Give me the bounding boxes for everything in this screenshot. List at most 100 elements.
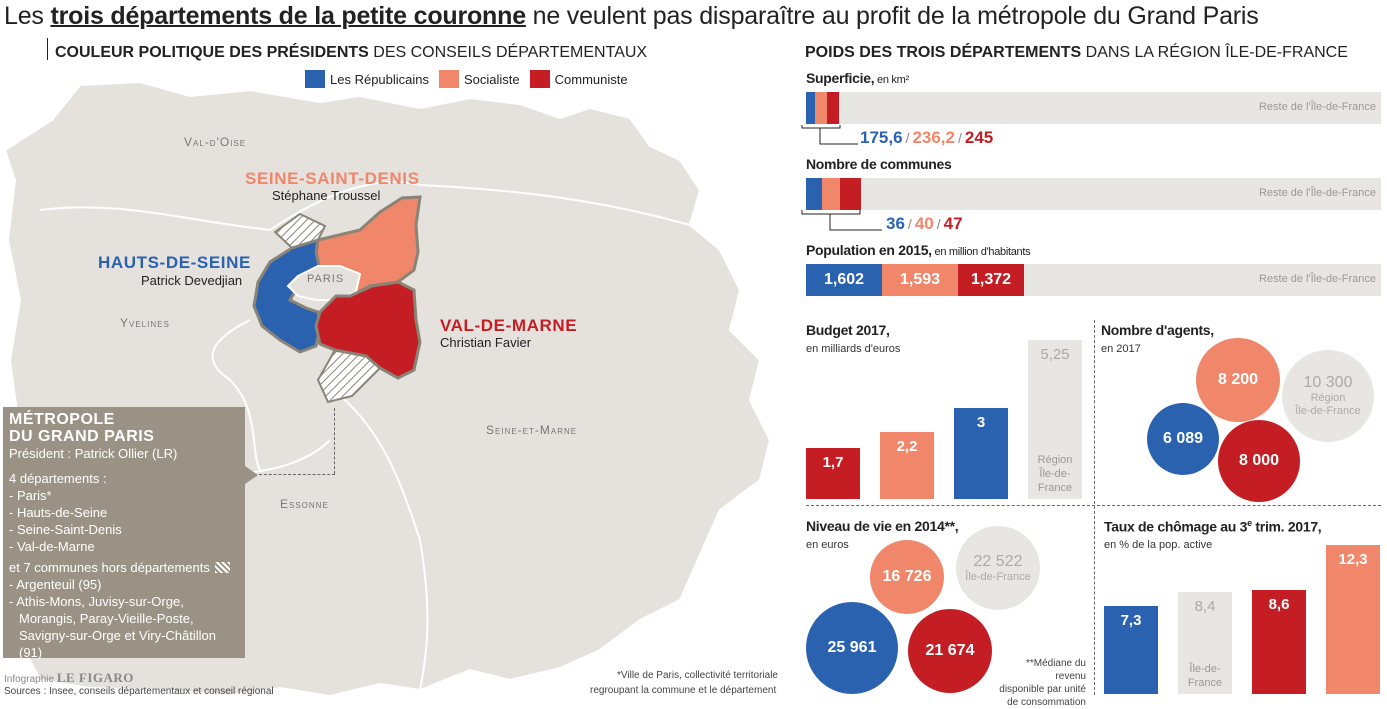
niveau-label: Niveau de vie en 2014**, [806, 518, 959, 534]
metropole-president: Président : Patrick Ollier (LR) [9, 446, 178, 461]
separator: / [907, 216, 912, 232]
chomage-region-note: Île-de- France [1178, 662, 1232, 690]
population-label: Population en 2015, en million d'habitan… [806, 242, 1031, 258]
chomage-bar-value: 8,6 [1268, 596, 1290, 613]
dept-president-vdm: Christian Favier [440, 335, 532, 350]
dept-name-vdm: VAL-DE-MARNE [440, 316, 578, 335]
legend-label-ps: Socialiste [464, 71, 520, 87]
niveau-footnote: **Médiane du revenu disponible par unité… [996, 657, 1086, 709]
niveau-footnote-line: disponible par unité [999, 684, 1086, 695]
niveau-region-note: Île-de-France [965, 570, 1031, 583]
agents-sub: en 2017 [1101, 343, 1141, 355]
superficie-val-ssd: 236,2 [912, 128, 955, 147]
legend-item-pc: Communiste [529, 70, 628, 88]
region-label-val-doise: Val-d'Oise [184, 135, 247, 149]
metropole-dept-item: - Hauts-de-Seine [9, 505, 108, 520]
communes-rest-label: Reste de l'Île-de-France [1258, 187, 1376, 199]
communes-seg-vdm [840, 178, 861, 210]
superficie-val-hds: 175,6 [860, 128, 903, 147]
niveau-footnote-line: **Médiane du revenu [1025, 658, 1086, 682]
chomage-title: Taux de chômage au 3 [1104, 518, 1248, 535]
budget-bar-value: 1,7 [822, 454, 844, 471]
separator: / [957, 130, 962, 146]
communes-val-hds: 36 [886, 214, 905, 233]
separator: / [905, 130, 910, 146]
superficie-seg-vdm [827, 92, 839, 124]
right-heading-bold: POIDS DES TROIS DÉPARTEMENTS [805, 44, 1082, 61]
superficie-title: Superficie, [806, 70, 875, 86]
population-rest-label: Reste de l'Île-de-France [1258, 273, 1376, 285]
communes-val-vdm: 47 [943, 214, 963, 233]
legend-label-lr: Les Républicains [330, 71, 430, 87]
niveau-bubble-vdm: 21 674 [908, 609, 992, 693]
budget-bar-region: 5,25 Région Île-de- France [1028, 340, 1082, 499]
budget-region-note-line: France [1037, 482, 1073, 494]
dept-boundaries [39, 181, 691, 691]
agents-label: Nombre d'agents, [1101, 322, 1214, 338]
dept-name-ssd: SEINE-SAINT-DENIS [245, 169, 420, 188]
metropole-communes-head-row: et 7 communes hors départements [9, 559, 239, 576]
population-seg-vdm: 1,372 [958, 264, 1024, 296]
niveau-footnote-line: de consommation [1007, 697, 1086, 708]
communes-val-ssd: 40 [914, 214, 934, 233]
population-unit: en million d'habitants [931, 246, 1031, 258]
agents-region-note: Île-de-France [1295, 405, 1361, 417]
superficie-val-vdm: 245 [964, 128, 994, 147]
budget-bar-vdm: 1,7 [806, 448, 860, 499]
population-seg-ssd: 1,593 [882, 264, 958, 296]
callout-line-horizontal [259, 474, 335, 475]
legend-swatch-ps [439, 70, 460, 88]
metropole-title-2: DU GRAND PARIS [9, 428, 155, 445]
superficie-bracket [801, 125, 858, 145]
right-heading: POIDS DES TROIS DÉPARTEMENTS DANS LA RÉG… [805, 44, 1348, 62]
agents-bubble-value: 6 089 [1162, 430, 1204, 447]
chomage-title-end: trim. 2017, [1251, 518, 1322, 535]
metropole-communes-head: et 7 communes hors départements [9, 560, 210, 575]
left-heading-rest: DES CONSEILS DÉPARTEMENTAUX [368, 44, 648, 61]
legend-swatch-lr [305, 70, 325, 88]
grid-divider-horizontal [806, 505, 1381, 506]
agents-bubble-value: 8 200 [1217, 371, 1259, 388]
budget-chart: 1,7 2,2 3 5,25 Région Île-de- France [806, 340, 1086, 499]
separator: / [936, 216, 941, 232]
title-pre: Les [4, 2, 51, 30]
callout-line-vertical [334, 408, 335, 474]
budget-bar-value: 5,25 [1040, 346, 1070, 363]
chomage-region-note-line: France [1187, 677, 1223, 689]
superficie-values: 175,6/236,2/245 [860, 128, 993, 148]
legend: Les Républicains Socialiste Communiste [305, 70, 628, 88]
page-title: Les trois départements de la petite cour… [4, 2, 1259, 31]
metropole-box: MÉTROPOLE DU GRAND PARIS Président : Pat… [3, 407, 245, 660]
legend-item-lr: Les Républicains [305, 70, 429, 88]
niveau-bubble-value: 22 522 [973, 552, 1023, 570]
metropole-commune-item: - Athis-Mons, Juvisy-sur-Orge, [9, 594, 184, 609]
chomage-bar-value: 8,4 [1194, 598, 1216, 615]
budget-region-note: Région Île-de- France [1028, 453, 1082, 495]
dept-name-hds: HAUTS-DE-SEINE [98, 253, 251, 272]
sources: Sources : Insee, conseils départementaux… [4, 686, 274, 697]
agents-bubble-vdm: 8 000 [1218, 420, 1300, 502]
credit: Infographie LE FIGARO [4, 670, 134, 686]
communes-seg-hds [806, 178, 822, 210]
agents-bubble-value: 10 300 [1303, 374, 1353, 391]
metropole-dept-item: - Paris* [9, 488, 52, 503]
budget-bar-ssd: 2,2 [880, 432, 934, 499]
footnote-paris-2: regroupant la commune et le département [590, 685, 777, 696]
niveau-bubble-value: 25 961 [827, 639, 877, 656]
communes-bracket [801, 210, 882, 231]
superficie-seg-hds [806, 92, 815, 124]
agents-bubble-value: 8 000 [1238, 452, 1280, 469]
niveau-bubble-ssd: 16 726 [870, 540, 944, 614]
superficie-bar-bg [806, 92, 1381, 124]
left-heading-bold: COULEUR POLITIQUE DES PRÉSIDENTS [55, 44, 369, 61]
val-de-marne-shape [314, 280, 422, 380]
hatched-communes-north [273, 212, 327, 250]
legend-item-ps: Socialiste [439, 70, 520, 88]
metropole-depts-head: 4 départements : [9, 471, 107, 486]
budget-bar-hds: 3 [954, 408, 1008, 499]
budget-region-note-line: Région [1037, 454, 1073, 466]
paris-label: PARIS [307, 273, 345, 285]
legend-label-pc: Communiste [554, 71, 628, 87]
title-bold: trois départements de la petite couronne [50, 2, 526, 30]
niveau-bubble-hds: 25 961 [806, 602, 898, 694]
